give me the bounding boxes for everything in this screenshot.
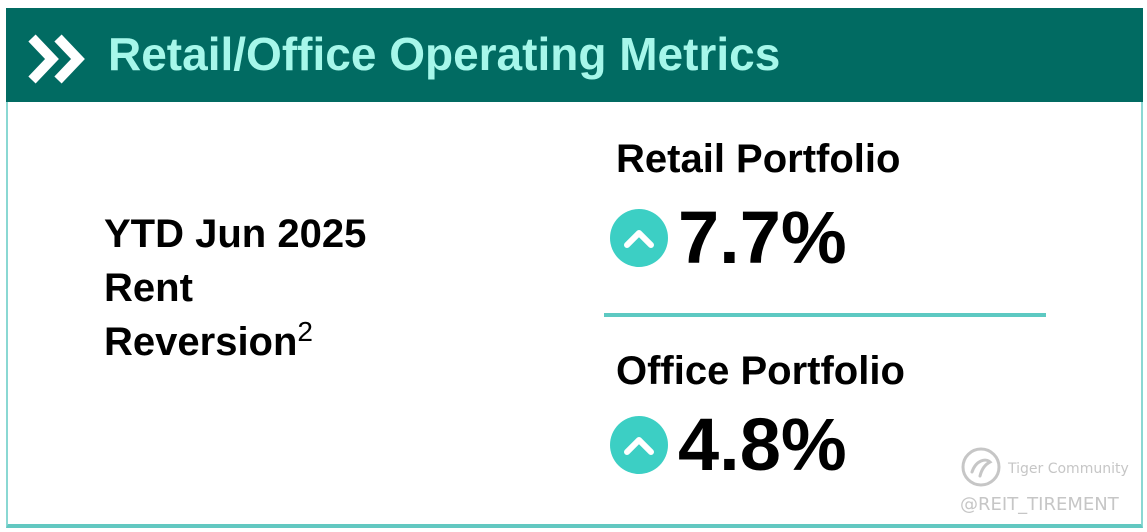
office-reversion-value: 4.8% (678, 403, 847, 486)
period-label: YTD Jun 2025 (104, 212, 367, 256)
watermark-handle: @REIT_TIREMENT (960, 494, 1119, 515)
double-chevron-right-icon (26, 32, 90, 86)
retail-reversion-value: 7.7% (678, 196, 847, 279)
rent-label: Rent (104, 266, 193, 310)
chevron-up-icon (610, 416, 668, 474)
watermark: Tiger Community @REIT_TIREMENT (960, 446, 1130, 515)
footnote-marker: 2 (297, 316, 313, 347)
rent-reversion-label: YTD Jun 2025 Rent Reversion2 (104, 207, 366, 369)
office-portfolio-label: Office Portfolio (616, 349, 905, 393)
watermark-brand: Tiger Community (1008, 461, 1129, 477)
reversion-label: Reversion2 (104, 316, 313, 365)
tiger-logo-icon (960, 446, 1002, 492)
page-title: Retail/Office Operating Metrics (108, 28, 781, 80)
header-bar: Retail/Office Operating Metrics (6, 8, 1143, 102)
office-metric-row: 4.8% (610, 405, 847, 485)
retail-portfolio-label: Retail Portfolio (616, 137, 901, 181)
chevron-up-icon (610, 209, 668, 267)
content-panel (6, 102, 1143, 528)
retail-metric-row: 7.7% (610, 198, 847, 278)
metric-divider (604, 313, 1046, 317)
